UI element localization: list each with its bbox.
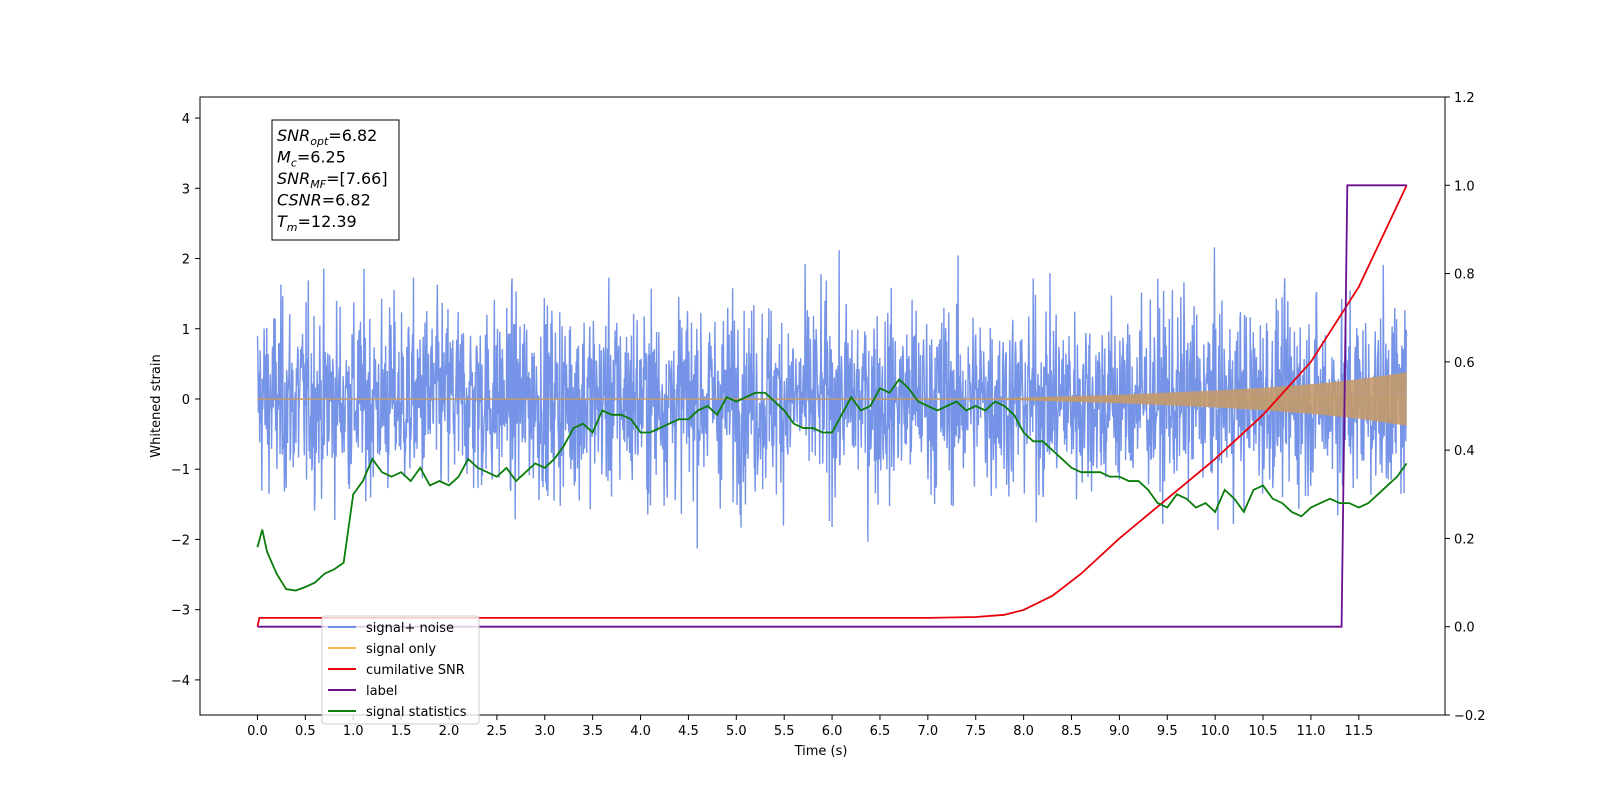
annotation-line: CSNR=6.82 [277,191,371,210]
y-tick-label: 2 [182,253,190,268]
x-tick-label: 7.0 [918,724,939,739]
y2-tick-label: 0.0 [1454,621,1475,636]
legend-label: signal statistics [366,705,467,720]
x-tick-label: 2.0 [439,724,460,739]
x-tick-label: 11.0 [1296,724,1325,739]
y-tick-label: 3 [182,182,190,197]
y-tick-label: 1 [182,323,190,338]
x-tick-label: 9.0 [1109,724,1130,739]
y2-tick-label: 0.6 [1454,356,1475,371]
y-axis-left: −4 −3 −2 −1 0 1 2 3 4 [171,112,200,689]
series-cumilative-snr-line [256,184,1408,627]
y-tick-label: −3 [171,604,190,619]
annotation-frame [271,119,400,241]
x-tick-label: 9.5 [1157,724,1178,739]
x-tick-label: 0.5 [295,724,316,739]
annotation-line: Tm=12.39 [277,212,357,234]
x-tick-label: 5.0 [726,724,747,739]
x-axis: 0.0 0.5 1.0 1.5 2.0 2.5 3.0 3.5 4.0 4.5 5.0 5.5 6.0 6… [247,715,1373,739]
y-tick-label: 0 [182,393,190,408]
x-tick-label: 10.0 [1201,724,1230,739]
y2-tick-label: 0.8 [1454,268,1475,283]
legend-frame [321,615,480,725]
annotation-line: SNRopt=6.82 [277,126,377,148]
y-tick-label: −2 [171,533,190,548]
x-tick-label: 8.0 [1013,724,1034,739]
x-tick-label: 3.0 [534,724,555,739]
series-layer [256,184,1408,628]
legend-label: signal+ noise [366,621,454,636]
y-tick-label: 4 [182,112,190,127]
x-tick-label: 3.5 [582,724,603,739]
y2-tick-label: 1.0 [1454,179,1475,194]
series-label-line [257,184,1407,628]
y2-tick-label: 0.4 [1454,444,1475,459]
y-tick-label: −4 [171,674,190,689]
x-tick-label: 0.0 [247,724,268,739]
y-axis-right: −0.2 0.0 0.2 0.4 0.6 0.8 1.0 1.2 [1445,91,1486,724]
y-tick-label: −1 [171,463,190,478]
x-tick-label: 6.5 [870,724,891,739]
y-axis-label: Whitened strain [149,354,164,457]
x-tick-label: 1.0 [343,724,364,739]
x-tick-label: 1.5 [391,724,412,739]
plot-frame [199,96,1446,716]
legend-label: label [366,684,397,699]
x-tick-label: 10.5 [1249,724,1278,739]
x-tick-label: 2.5 [487,724,508,739]
x-tick-label: 11.5 [1344,724,1373,739]
legend-label: signal only [366,642,436,657]
y2-tick-label: −0.2 [1454,709,1486,724]
y2-tick-label: 0.2 [1454,532,1475,547]
x-axis-label: Time (s) [794,744,848,759]
legend: signal+ noise signal only cumilative SNR la… [321,615,480,725]
plot-area [256,184,1408,628]
x-tick-label: 5.5 [774,724,795,739]
series-signal-statistics-line [256,378,1408,592]
x-tick-label: 4.0 [630,724,651,739]
x-tick-label: 4.5 [678,724,699,739]
annotation-line: SNRMF=[7.66] [277,169,388,191]
x-tick-label: 6.0 [822,724,843,739]
y2-tick-label: 1.2 [1454,91,1475,106]
legend-label: cumilative SNR [366,663,465,678]
x-tick-label: 7.5 [965,724,986,739]
annotation-line: Mc=6.25 [277,148,346,170]
x-tick-label: 8.5 [1061,724,1082,739]
